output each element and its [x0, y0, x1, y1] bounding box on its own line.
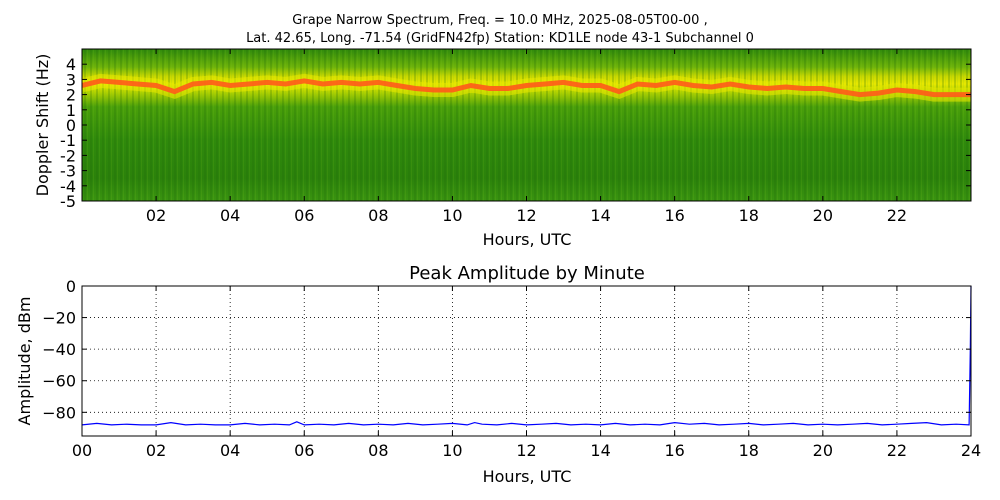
amplitude-y-axis-label: Amplitude, dBm	[15, 297, 34, 426]
spectrogram-x-tick-label: 06	[294, 206, 314, 225]
amplitude-x-tick-label: 10	[442, 441, 462, 460]
spectrogram-x-tick-label: 08	[368, 206, 388, 225]
amplitude-x-tick-label: 00	[72, 441, 92, 460]
spectrogram-x-tick-label: 04	[220, 206, 240, 225]
spectrogram-y-tick-label: 1	[66, 101, 76, 120]
amplitude-x-tick-label: 20	[813, 441, 833, 460]
spectrogram-y-tick-label: -3	[60, 162, 76, 181]
figure-title-line2: Lat. 42.65, Long. -71.54 (GridFN42fp) St…	[246, 31, 754, 46]
amplitude-x-tick-label: 02	[146, 441, 166, 460]
spectrogram-y-tick-label: -5	[60, 192, 76, 211]
spectrogram-x-tick-label: 20	[813, 206, 833, 225]
spectrogram-x-tick-label: 14	[590, 206, 610, 225]
amplitude-y-tick-label: 0	[66, 277, 76, 296]
spectrogram-x-tick-label: 10	[442, 206, 462, 225]
amplitude-series-line	[81, 285, 972, 426]
figure-title-line1: Grape Narrow Spectrum, Freq. = 10.0 MHz,…	[292, 13, 708, 28]
spectrogram-y-tick-label: 0	[66, 116, 76, 135]
amplitude-x-axis-label: Hours, UTC	[483, 467, 572, 486]
amplitude-y-tick-label: −60	[42, 372, 76, 391]
spectrogram-x-tick-label: 18	[739, 206, 759, 225]
spectrogram-y-tick-label: 2	[66, 86, 76, 105]
amplitude-x-tick-label: 12	[516, 441, 536, 460]
spectrogram-y-tick-label: -4	[60, 177, 76, 196]
spectrogram-noise-texture	[82, 49, 971, 201]
spectrogram-y-tick-label: -2	[60, 146, 76, 165]
spectrogram-y-tick-label: 4	[66, 55, 76, 74]
amplitude-x-tick-label: 06	[294, 441, 314, 460]
amplitude-y-tick-label: −40	[42, 340, 76, 359]
spectrogram-peak-trace	[82, 78, 971, 98]
amplitude-x-tick-label: 04	[220, 441, 240, 460]
amplitude-x-tick-label: 16	[664, 441, 684, 460]
spectrogram-x-tick-label: 22	[887, 206, 907, 225]
amplitude-panel: Peak Amplitude by Minute 00 02 04 06 08 10 12 1…	[15, 263, 981, 486]
amplitude-chart-title: Peak Amplitude by Minute	[409, 263, 645, 284]
amplitude-y-tick-label: −20	[42, 309, 76, 328]
amplitude-y-tick-label: −80	[42, 403, 76, 422]
amplitude-x-tick-label: 08	[368, 441, 388, 460]
amplitude-x-tick-label: 22	[887, 441, 907, 460]
amplitude-x-tick-label: 24	[961, 441, 981, 460]
amplitude-plot-area	[82, 286, 971, 436]
spectrogram-x-axis-label: Hours, UTC	[483, 230, 572, 249]
spectrogram-y-tick-label: -1	[60, 131, 76, 150]
amplitude-x-tick-label: 18	[739, 441, 759, 460]
spectrogram-y-tick-label: 3	[66, 70, 76, 89]
spectrogram-x-tick-label: 16	[664, 206, 684, 225]
spectrogram-x-tick-label: 02	[146, 206, 166, 225]
spectrogram-y-axis-label: Doppler Shift (Hz)	[33, 54, 52, 197]
amplitude-x-tick-label: 14	[590, 441, 610, 460]
spectrogram-x-tick-label: 12	[516, 206, 536, 225]
